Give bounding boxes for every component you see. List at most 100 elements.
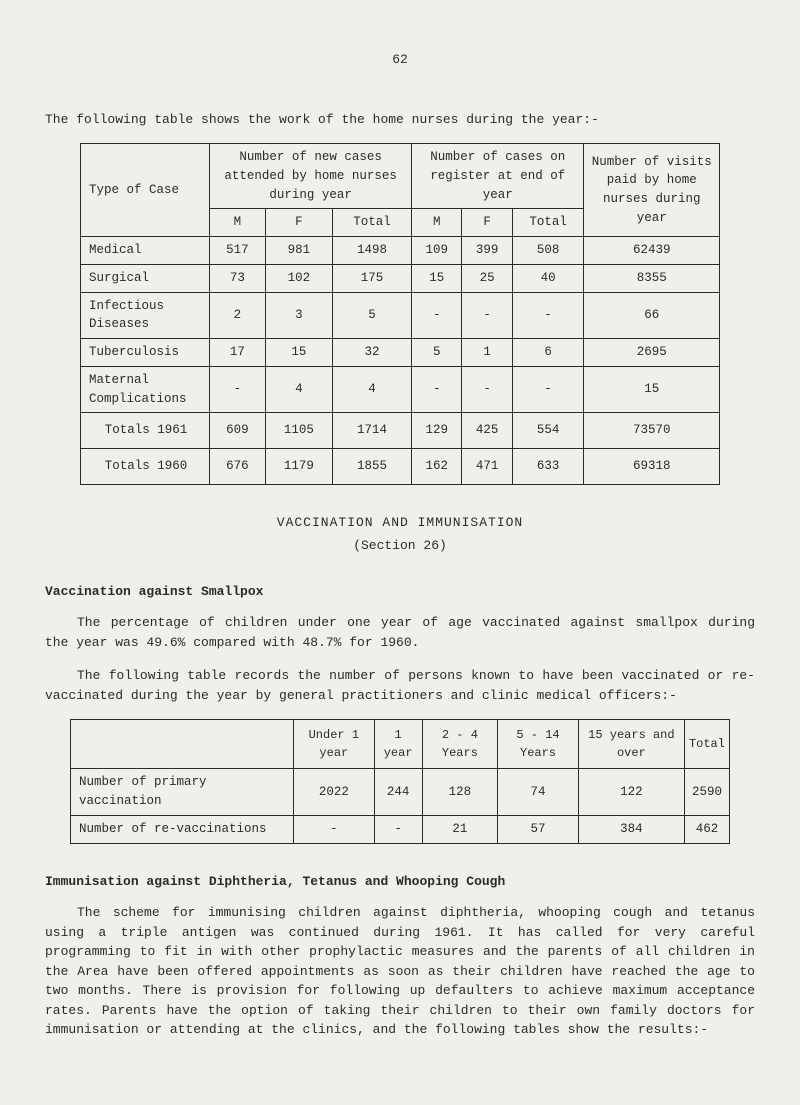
table-row: Medical517981149810939950862439	[81, 237, 720, 265]
row-label: Totals 1961	[81, 413, 210, 449]
cell: 109	[412, 237, 462, 265]
row-label: Infectious Diseases	[81, 292, 210, 339]
row-label: Medical	[81, 237, 210, 265]
cell: 981	[265, 237, 332, 265]
heading-dtw: Immunisation against Diphtheria, Tetanus…	[45, 872, 755, 892]
vaccination-table: Under 1 year1 year2 - 4 Years5 - 14 Year…	[70, 719, 730, 843]
cell: 15	[265, 339, 332, 367]
row-label: Number of re-vaccinations	[71, 815, 294, 843]
cell: 102	[265, 264, 332, 292]
th-new-cases: Number of new cases attended by home nur…	[210, 144, 412, 209]
cell: -	[512, 366, 584, 413]
th-f: F	[462, 209, 512, 237]
cell: 25	[462, 264, 512, 292]
cell: 73	[210, 264, 266, 292]
cell: 129	[412, 413, 462, 449]
th: Under 1 year	[294, 720, 375, 769]
cell: 2695	[584, 339, 720, 367]
totals-row: Totals 19616091105171412942555473570	[81, 413, 720, 449]
heading-smallpox: Vaccination against Smallpox	[45, 582, 755, 602]
th-total: Total	[512, 209, 584, 237]
cell: 15	[412, 264, 462, 292]
cell: 21	[422, 815, 498, 843]
cell: 32	[333, 339, 412, 367]
table-row: Number of primary vaccination20222441287…	[71, 769, 730, 816]
cell: 15	[584, 366, 720, 413]
cell: 40	[512, 264, 584, 292]
th-register: Number of cases on register at end of ye…	[412, 144, 584, 209]
th-type-of-case: Type of Case	[81, 144, 210, 237]
cell: -	[210, 366, 266, 413]
table-row: Maternal Complications-44---15	[81, 366, 720, 413]
table-row: Surgical731021751525408355	[81, 264, 720, 292]
th-total: Total	[333, 209, 412, 237]
intro-text: The following table shows the work of th…	[45, 110, 755, 130]
cell: -	[294, 815, 375, 843]
th: 1 year	[374, 720, 422, 769]
cell: 676	[210, 449, 266, 485]
cell: 2	[210, 292, 266, 339]
cell: 384	[578, 815, 684, 843]
cell: 399	[462, 237, 512, 265]
cell: 73570	[584, 413, 720, 449]
th: 5 - 14 Years	[498, 720, 579, 769]
cell: 6	[512, 339, 584, 367]
cell: 57	[498, 815, 579, 843]
cell: 3	[265, 292, 332, 339]
th: 2 - 4 Years	[422, 720, 498, 769]
cell: 1105	[265, 413, 332, 449]
cell: 69318	[584, 449, 720, 485]
totals-row: Totals 19606761179185516247163369318	[81, 449, 720, 485]
cell: 609	[210, 413, 266, 449]
row-label: Tuberculosis	[81, 339, 210, 367]
cell: 1	[462, 339, 512, 367]
cell: 17	[210, 339, 266, 367]
th: 15 years and over	[578, 720, 684, 769]
cell: 8355	[584, 264, 720, 292]
section-title: VACCINATION AND IMMUNISATION	[45, 513, 755, 533]
row-label: Totals 1960	[81, 449, 210, 485]
cell: 1179	[265, 449, 332, 485]
cell: -	[412, 292, 462, 339]
cell: 74	[498, 769, 579, 816]
cell: 62439	[584, 237, 720, 265]
para-dtw: The scheme for immunising children again…	[45, 903, 755, 1040]
row-label: Maternal Complications	[81, 366, 210, 413]
cell: 175	[333, 264, 412, 292]
cell: 508	[512, 237, 584, 265]
cell: 471	[462, 449, 512, 485]
cell: 554	[512, 413, 584, 449]
th	[71, 720, 294, 769]
cell: -	[512, 292, 584, 339]
home-nurses-table: Type of Case Number of new cases attende…	[80, 143, 720, 485]
cell: 5	[333, 292, 412, 339]
table-row: Number of re-vaccinations--2157384462	[71, 815, 730, 843]
cell: -	[462, 366, 512, 413]
para-table2-intro: The following table records the number o…	[45, 666, 755, 705]
cell: 1498	[333, 237, 412, 265]
cell: 4	[265, 366, 332, 413]
cell: 462	[684, 815, 729, 843]
cell: 1714	[333, 413, 412, 449]
cell: -	[374, 815, 422, 843]
cell: 244	[374, 769, 422, 816]
cell: 122	[578, 769, 684, 816]
para-smallpox: The percentage of children under one yea…	[45, 613, 755, 652]
table-row: Infectious Diseases235---66	[81, 292, 720, 339]
cell: 162	[412, 449, 462, 485]
cell: 128	[422, 769, 498, 816]
cell: 2590	[684, 769, 729, 816]
cell: -	[462, 292, 512, 339]
table-row: Tuberculosis1715325162695	[81, 339, 720, 367]
section-subtitle: (Section 26)	[45, 536, 755, 556]
row-label: Surgical	[81, 264, 210, 292]
th-visits: Number of visits paid by home nurses dur…	[584, 144, 720, 237]
th-f: F	[265, 209, 332, 237]
cell: 1855	[333, 449, 412, 485]
th-m: M	[210, 209, 266, 237]
cell: -	[412, 366, 462, 413]
th-m: M	[412, 209, 462, 237]
cell: 4	[333, 366, 412, 413]
cell: 66	[584, 292, 720, 339]
cell: 425	[462, 413, 512, 449]
